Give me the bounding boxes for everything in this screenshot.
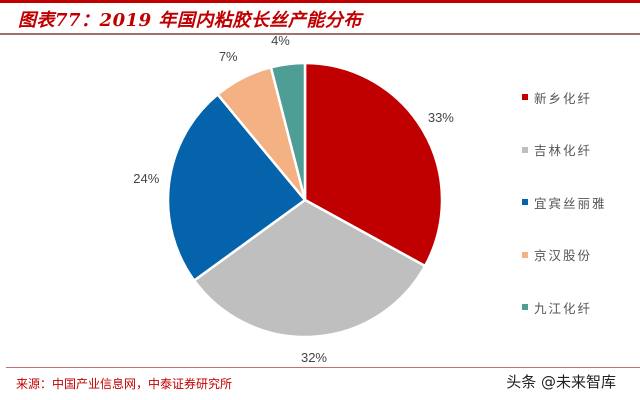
pie-slices [166,61,444,339]
legend-swatch [522,199,528,205]
legend-label: 京汉股份 [534,248,593,263]
slice-label-xinxiang: 33% [427,110,454,126]
legend-item-yibin: 宜宾丝丽雅 [522,189,607,215]
chart-legend: 新乡化纤 吉林化纤 宜宾丝丽雅 京汉股份 九江化纤 [522,84,607,347]
legend-item-jiujiang: 九江化纤 [522,294,607,320]
top-rule [0,0,640,3]
source-note: 来源：中国产业信息网，中泰证券研究所 [16,377,233,391]
legend-swatch [522,304,528,310]
chart-title: 图表77：2019 年国内粘胶长丝产能分布 [18,10,362,31]
legend-label: 新乡化纤 [534,90,593,106]
pie-slice [192,198,427,339]
slice-label-jinghan: 7% [218,49,238,65]
pie-slice [166,92,307,283]
legend-swatch [522,94,528,100]
watermark: 头条 @未来智库 [506,373,616,391]
pie-slice [303,61,444,268]
slice-label-yibin: 24% [133,171,160,187]
slice-label-jiujiang: 4% [271,33,290,49]
legend-label: 吉林化纤 [534,143,593,158]
legend-label: 九江化纤 [534,300,593,316]
footer-divider [6,367,640,368]
legend-item-xinxiang: 新乡化纤 [522,84,607,110]
legend-swatch [522,251,528,258]
legend-item-jinghan: 京汉股份 [522,242,607,268]
title-divider [0,33,640,35]
slice-label-jilin: 32% [300,349,327,365]
pie-slice [269,61,307,201]
legend-item-jilin: 吉林化纤 [522,137,607,163]
legend-label: 宜宾丝丽雅 [534,195,607,211]
legend-swatch [522,146,528,153]
